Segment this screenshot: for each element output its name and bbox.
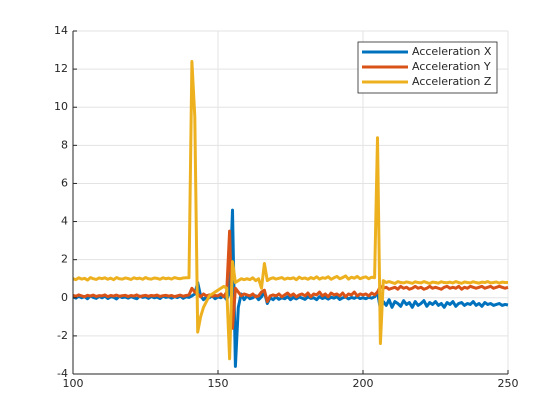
y-tick-label: 8 [61,138,68,151]
legend-label: Acceleration Y [412,60,491,73]
y-tick-label: 10 [54,100,68,113]
y-tick-label: 12 [54,62,68,75]
x-tick-label: 100 [63,377,84,390]
legend: Acceleration X Acceleration Y Acceleration… [357,41,498,94]
x-tick-label: 200 [353,377,374,390]
x-tick-label: 150 [208,377,229,390]
x-tick-label: 250 [498,377,519,390]
y-tick-label: 14 [54,24,68,37]
y-tick-label: 2 [61,253,68,266]
y-tick-label: -4 [57,367,68,380]
legend-label: Acceleration X [412,45,492,58]
y-tick-label: 4 [61,215,68,228]
y-tick-label: 6 [61,176,68,189]
legend-label: Acceleration Z [412,75,492,88]
data-line [72,59,508,361]
y-tick-label: 0 [61,291,68,304]
axes: 100 150 200 250 -4 -2 0 2 4 6 8 10 12 14 [54,24,519,390]
data-line [72,229,509,330]
y-tick-label: -2 [57,329,68,342]
plot-lines [72,59,509,368]
